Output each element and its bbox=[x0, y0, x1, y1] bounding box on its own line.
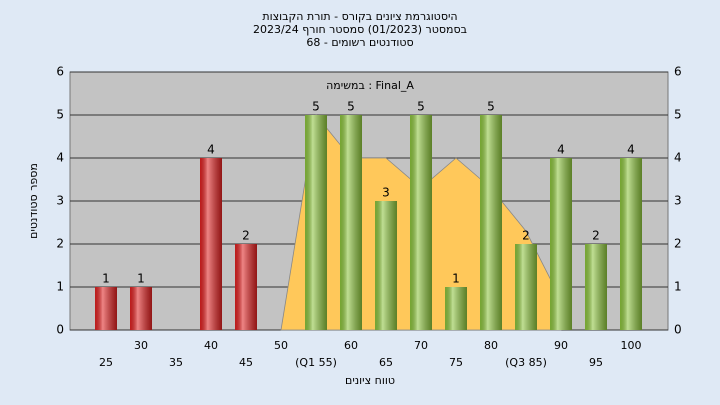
y2-tick-label: 6 bbox=[674, 65, 682, 79]
data-label: 2 bbox=[242, 229, 250, 243]
y2-tick-label: 1 bbox=[674, 280, 682, 294]
x-tick-label: 50 bbox=[274, 339, 288, 352]
bar-shade bbox=[515, 244, 537, 330]
y2-tick-label: 5 bbox=[674, 108, 682, 122]
title-line: בסמסטר (01/2023) סמסטר חורף 2023/24 bbox=[253, 23, 467, 36]
data-label: 2 bbox=[592, 229, 600, 243]
subtitle: במשימה : Final_A bbox=[326, 79, 414, 92]
y-tick-label: 3 bbox=[56, 194, 64, 208]
bar-shade bbox=[95, 287, 117, 330]
bar-shade bbox=[585, 244, 607, 330]
title-line: סטודנטים רשומים - 68 bbox=[306, 36, 413, 49]
data-label: 5 bbox=[312, 100, 320, 114]
bar-shade bbox=[200, 158, 222, 330]
data-label: 5 bbox=[347, 100, 355, 114]
data-label: 4 bbox=[627, 143, 635, 157]
x-axis-label: טווח ציונים bbox=[345, 374, 395, 387]
x-tick-label: (Q3 85) bbox=[505, 356, 547, 369]
x-tick-label: 30 bbox=[134, 339, 148, 352]
y-tick-label: 0 bbox=[56, 323, 64, 337]
data-label: 5 bbox=[417, 100, 425, 114]
bar-shade bbox=[410, 115, 432, 330]
y2-tick-label: 0 bbox=[674, 323, 682, 337]
y-tick-label: 5 bbox=[56, 108, 64, 122]
data-label: 2 bbox=[522, 229, 530, 243]
title-line: היסטוגרמת ציונים בקורס - תורת הקבוצות bbox=[262, 10, 457, 23]
y2-tick-label: 3 bbox=[674, 194, 682, 208]
y-tick-label: 1 bbox=[56, 280, 64, 294]
x-tick-label: 90 bbox=[554, 339, 568, 352]
y2-tick-label: 2 bbox=[674, 237, 682, 251]
x-tick-label: 100 bbox=[621, 339, 642, 352]
bar-shade bbox=[550, 158, 572, 330]
x-tick-label: 80 bbox=[484, 339, 498, 352]
y-tick-label: 2 bbox=[56, 237, 64, 251]
x-tick-label: 70 bbox=[414, 339, 428, 352]
data-label: 5 bbox=[487, 100, 495, 114]
data-label: 4 bbox=[557, 143, 565, 157]
data-label: 1 bbox=[102, 272, 110, 286]
data-label: 3 bbox=[382, 186, 390, 200]
x-tick-label: 45 bbox=[239, 356, 253, 369]
x-tick-label: 65 bbox=[379, 356, 393, 369]
data-label: 4 bbox=[207, 143, 215, 157]
x-tick-label: 40 bbox=[204, 339, 218, 352]
x-tick-label: 75 bbox=[449, 356, 463, 369]
bar-shade bbox=[130, 287, 152, 330]
x-tick-label: 25 bbox=[99, 356, 113, 369]
y-tick-label: 6 bbox=[56, 65, 64, 79]
bar-shade bbox=[305, 115, 327, 330]
bar-shade bbox=[375, 201, 397, 330]
y2-tick-label: 4 bbox=[674, 151, 682, 165]
x-tick-label: (Q1 55) bbox=[295, 356, 337, 369]
bar-shade bbox=[235, 244, 257, 330]
data-label: 1 bbox=[137, 272, 145, 286]
bar-shade bbox=[340, 115, 362, 330]
y-tick-label: 4 bbox=[56, 151, 64, 165]
data-label: 1 bbox=[452, 272, 460, 286]
x-tick-label: 35 bbox=[169, 356, 183, 369]
y-axis-label: מספר סטודנטים bbox=[27, 163, 40, 239]
x-tick-label: 95 bbox=[589, 356, 603, 369]
bar-shade bbox=[445, 287, 467, 330]
bar-shade bbox=[620, 158, 642, 330]
x-tick-label: 60 bbox=[344, 339, 358, 352]
bar-shade bbox=[480, 115, 502, 330]
